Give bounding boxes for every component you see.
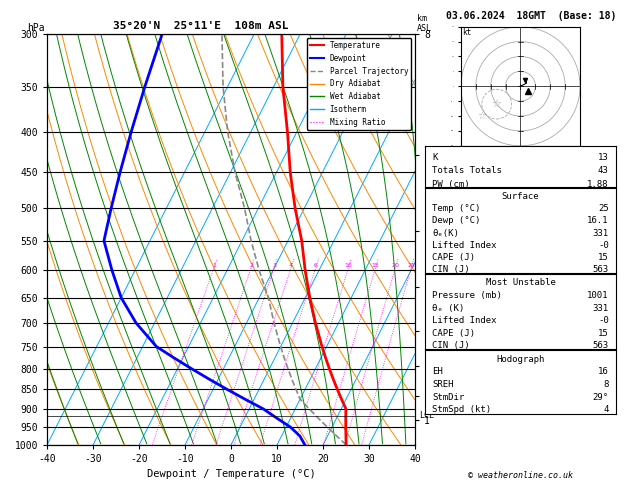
Text: CIN (J): CIN (J) bbox=[432, 341, 470, 350]
Text: 10: 10 bbox=[345, 262, 352, 268]
Text: EH: EH bbox=[432, 367, 443, 376]
Text: 29°: 29° bbox=[593, 393, 609, 401]
Text: -0: -0 bbox=[598, 241, 609, 250]
Text: 16.1: 16.1 bbox=[587, 216, 609, 226]
Text: LCL: LCL bbox=[419, 411, 434, 420]
Text: 35°20'N  25°11'E  108m ASL: 35°20'N 25°11'E 108m ASL bbox=[113, 21, 289, 31]
Text: Temp (°C): Temp (°C) bbox=[432, 204, 481, 213]
Text: θₑ (K): θₑ (K) bbox=[432, 303, 464, 312]
Text: 2: 2 bbox=[249, 262, 253, 268]
Text: Most Unstable: Most Unstable bbox=[486, 278, 555, 287]
Text: 25: 25 bbox=[598, 204, 609, 213]
Text: 16: 16 bbox=[598, 367, 609, 376]
Text: 563: 563 bbox=[593, 341, 609, 350]
Text: 1: 1 bbox=[212, 262, 216, 268]
Text: 20: 20 bbox=[391, 262, 399, 268]
Text: 13: 13 bbox=[598, 153, 609, 162]
Text: km
ASL: km ASL bbox=[417, 15, 432, 33]
Text: 331: 331 bbox=[593, 228, 609, 238]
Text: hPa: hPa bbox=[27, 23, 45, 33]
Text: StmDir: StmDir bbox=[432, 393, 464, 401]
Text: 15: 15 bbox=[598, 329, 609, 338]
Text: Lifted Index: Lifted Index bbox=[432, 241, 497, 250]
Text: ☆: ☆ bbox=[492, 99, 502, 109]
Text: 15: 15 bbox=[372, 262, 379, 268]
Text: CAPE (J): CAPE (J) bbox=[432, 329, 476, 338]
Text: 03.06.2024  18GMT  (Base: 18): 03.06.2024 18GMT (Base: 18) bbox=[447, 11, 616, 21]
Text: 1001: 1001 bbox=[587, 291, 609, 300]
Text: 43: 43 bbox=[598, 166, 609, 174]
Text: © weatheronline.co.uk: © weatheronline.co.uk bbox=[469, 471, 573, 480]
Text: 331: 331 bbox=[593, 303, 609, 312]
Legend: Temperature, Dewpoint, Parcel Trajectory, Dry Adiabat, Wet Adiabat, Isotherm, Mi: Temperature, Dewpoint, Parcel Trajectory… bbox=[307, 38, 411, 130]
Y-axis label: Mixing Ratio (g/kg): Mixing Ratio (g/kg) bbox=[469, 188, 478, 291]
Text: K: K bbox=[432, 153, 438, 162]
Text: Pressure (mb): Pressure (mb) bbox=[432, 291, 502, 300]
Text: Lifted Index: Lifted Index bbox=[432, 316, 497, 325]
Text: Hodograph: Hodograph bbox=[496, 355, 545, 364]
Text: PW (cm): PW (cm) bbox=[432, 180, 470, 189]
Text: ☆: ☆ bbox=[477, 111, 486, 121]
Text: Surface: Surface bbox=[502, 192, 539, 201]
Text: 3: 3 bbox=[272, 262, 276, 268]
Text: Totals Totals: Totals Totals bbox=[432, 166, 502, 174]
Text: 1.88: 1.88 bbox=[587, 180, 609, 189]
Text: Dewp (°C): Dewp (°C) bbox=[432, 216, 481, 226]
X-axis label: Dewpoint / Temperature (°C): Dewpoint / Temperature (°C) bbox=[147, 469, 316, 479]
Text: kt: kt bbox=[462, 28, 472, 37]
Text: 15: 15 bbox=[598, 253, 609, 262]
Text: θₑ(K): θₑ(K) bbox=[432, 228, 459, 238]
Text: 563: 563 bbox=[593, 265, 609, 274]
Text: 8: 8 bbox=[603, 380, 609, 389]
Text: CAPE (J): CAPE (J) bbox=[432, 253, 476, 262]
Text: 4: 4 bbox=[603, 405, 609, 414]
Text: 25: 25 bbox=[407, 262, 415, 268]
Text: SREH: SREH bbox=[432, 380, 454, 389]
Text: CIN (J): CIN (J) bbox=[432, 265, 470, 274]
Text: -0: -0 bbox=[598, 316, 609, 325]
Text: StmSpd (kt): StmSpd (kt) bbox=[432, 405, 491, 414]
Text: 4: 4 bbox=[289, 262, 293, 268]
Text: 6: 6 bbox=[314, 262, 318, 268]
